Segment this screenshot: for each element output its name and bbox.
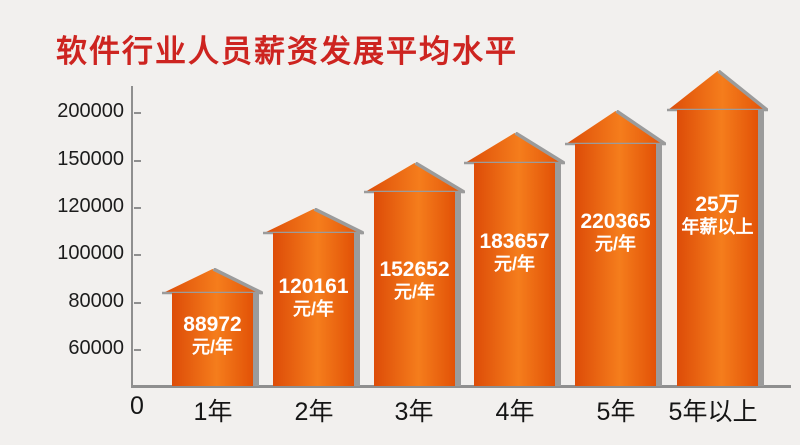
y-tick-mark [134,349,141,351]
house-bar: 220365 元/年 [565,110,666,386]
bar-value-label: 152652 元/年 [374,258,455,304]
bar-unit: 元/年 [292,299,334,319]
x-axis-label: 5年以上 [668,398,758,426]
house-roof-icon [364,162,465,194]
bar-unit: 元/年 [191,337,233,357]
bar-value: 220365 [580,210,651,233]
house-shadow-strip [758,108,764,386]
house-shadow-strip [555,161,561,386]
house-roof-icon [464,132,565,165]
x-axis-label: 1年 [193,398,233,426]
bar-unit: 年薪以上 [681,217,754,237]
bar-value-label: 120161 元/年 [273,275,354,321]
bar-value-label: 220365 元/年 [575,210,656,256]
house-wall [172,293,253,386]
y-tick-label: 100000 [57,242,124,264]
y-tick-mark [134,207,141,209]
y-tick-mark [134,160,141,162]
bar-value-label: 25万 年薪以上 [677,193,758,239]
y-tick-mark [134,302,141,304]
bar-value: 25万 [695,193,740,216]
house-wall [273,233,354,386]
house-roof-icon [667,70,768,112]
house-roof-icon [565,110,666,146]
bar-value: 152652 [379,258,450,281]
house-bar: 152652 元/年 [364,162,465,386]
y-tick-label: 120000 [57,195,124,217]
house-wall [474,163,555,386]
house-roof-icon [162,268,263,295]
bar-value: 88972 [183,313,242,336]
bar-value: 120161 [278,275,349,298]
y-tick-label: 60000 [68,337,124,359]
house-bar: 183657 元/年 [464,132,565,386]
bar-unit: 元/年 [393,282,435,302]
house-shadow-strip [253,291,259,386]
x-axis-label: 4年 [495,398,535,426]
house-wall [374,192,455,386]
house-bar: 120161 元/年 [263,208,364,386]
house-bar: 25万 年薪以上 [667,70,768,386]
x-axis-line [131,385,791,388]
x-axis-label: 5年 [596,398,636,426]
y-tick-mark [134,254,141,256]
x-axis-label: 3年 [394,398,434,426]
house-bar: 88972 元/年 [162,268,263,386]
bar-unit: 元/年 [594,234,636,254]
house-wall [677,110,758,386]
y-tick-label: 150000 [57,148,124,170]
y-axis-line [131,86,133,388]
house-roof-icon [263,208,364,235]
y-tick-label: 200000 [57,100,124,122]
x-axis-label: 2年 [294,398,334,426]
house-wall [575,144,656,386]
bar-value-label: 88972 元/年 [172,313,253,359]
bar-value-label: 183657 元/年 [474,230,555,276]
bar-unit: 元/年 [493,254,535,274]
house-shadow-strip [354,231,360,386]
y-tick-mark [134,112,141,114]
chart-title: 软件行业人员薪资发展平均水平 [56,34,518,69]
y-tick-label: 80000 [68,290,124,312]
x-axis-origin-label: 0 [130,392,144,420]
bar-value: 183657 [479,230,550,253]
house-shadow-strip [455,190,461,386]
house-shadow-strip [656,142,662,386]
